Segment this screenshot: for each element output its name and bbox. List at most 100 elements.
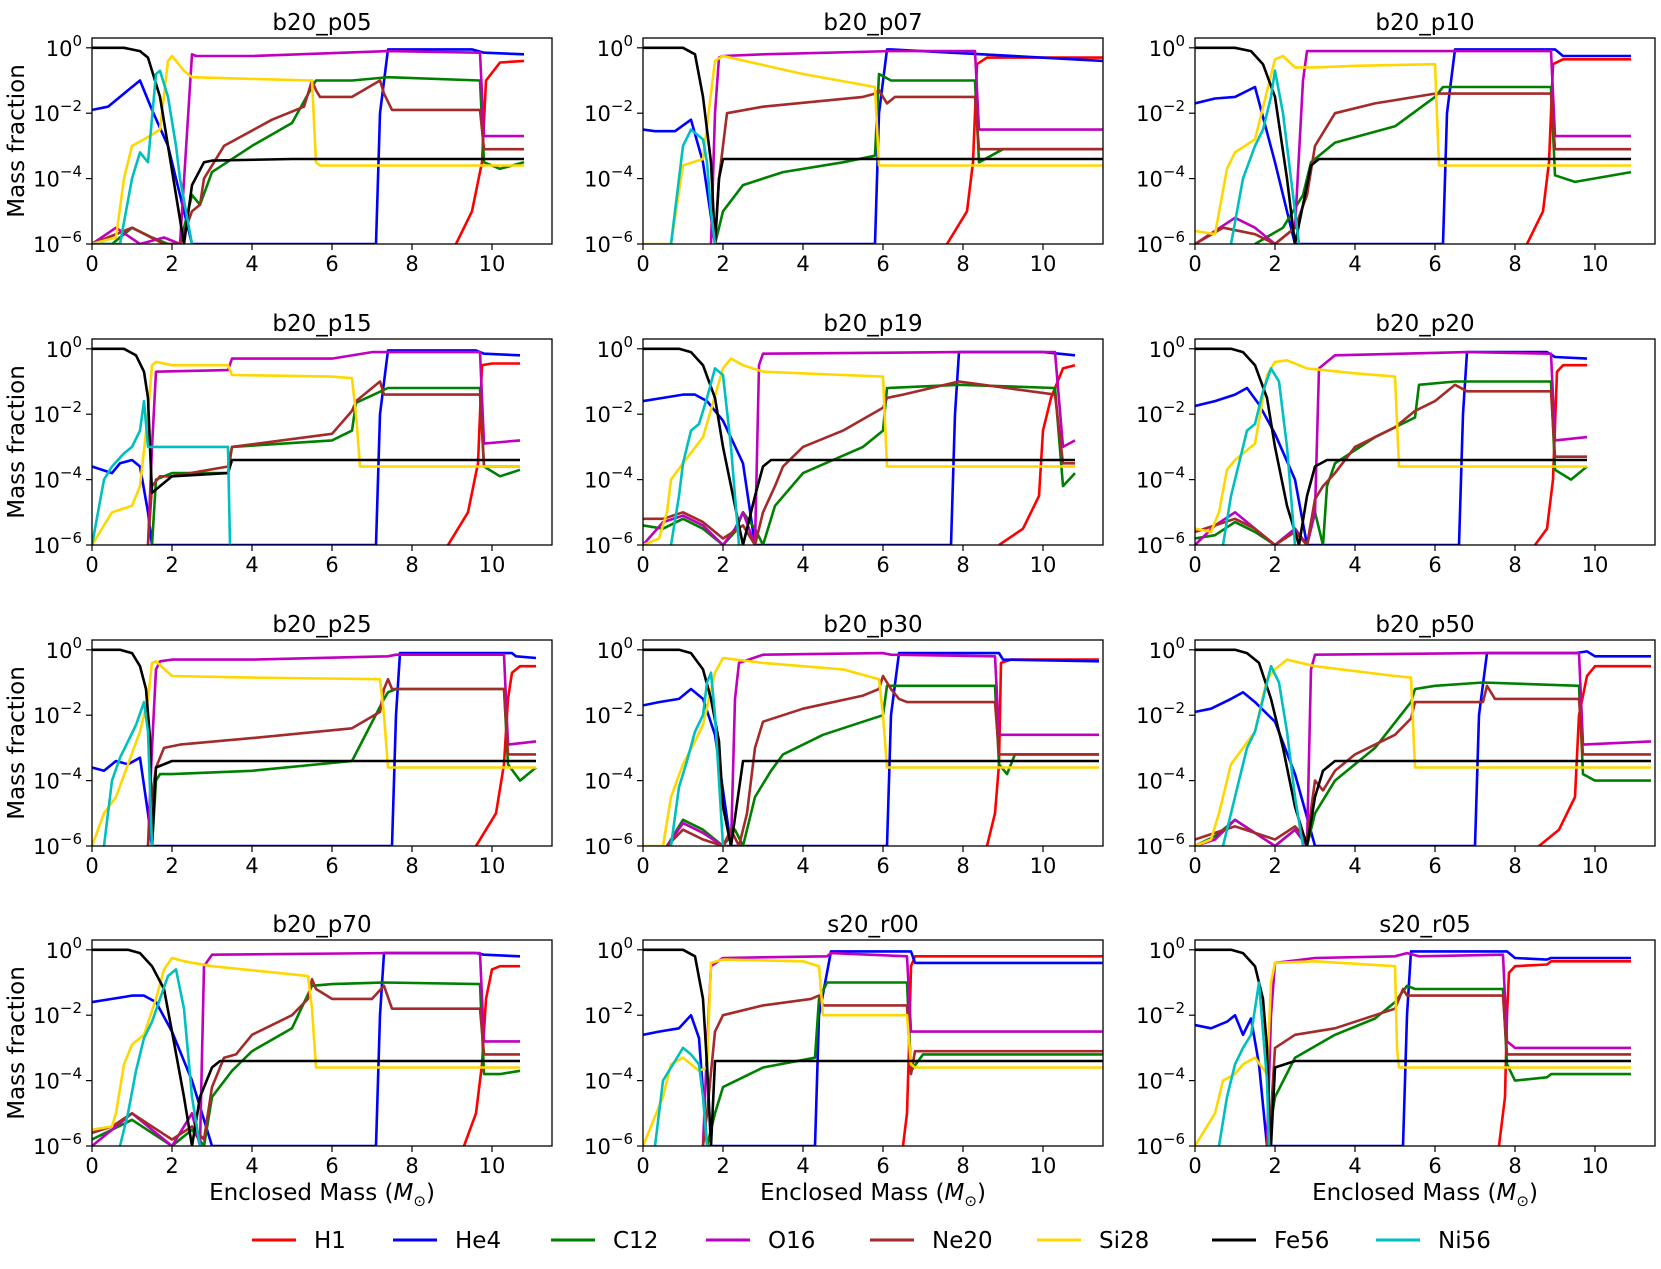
- y-tick-exponent: −2: [611, 699, 633, 717]
- series-line-O16: [1195, 651, 1652, 846]
- y-tick-label: 10−2: [33, 699, 82, 728]
- y-tick-exponent: −4: [1163, 163, 1185, 181]
- series-line-He4: [1195, 48, 1631, 244]
- y-tick-base: 10: [1136, 168, 1163, 192]
- y-tick-base: 10: [33, 102, 60, 126]
- series-line-Ne20: [1195, 684, 1651, 841]
- series-line-C12: [665, 684, 1099, 846]
- series-line-Si28: [1195, 658, 1651, 846]
- series-line-O16: [665, 651, 1099, 846]
- y-tick-label: 10−6: [33, 529, 82, 558]
- series-group: [643, 347, 1076, 545]
- subplot-title: b20_p70: [272, 912, 371, 938]
- y-tick-label: 10−2: [584, 699, 633, 728]
- series-line-Fe56: [643, 46, 1103, 244]
- series-line-He4: [92, 48, 525, 244]
- legend: H1 He4 C12 O16 Ne20 Si28 Fe56 Ni56: [252, 1228, 1491, 1254]
- axes-frame: [1194, 639, 1656, 847]
- y-tick-base: 10: [1136, 770, 1163, 794]
- x-tick-label: 0: [1188, 854, 1201, 878]
- y-tick-exponent: −4: [60, 1065, 82, 1083]
- x-tick-label: 6: [1428, 854, 1441, 878]
- y-tick-label: 10−2: [584, 398, 633, 427]
- series-group: [92, 347, 521, 545]
- y-tick-exponent: −4: [611, 1065, 633, 1083]
- series-line-Si28: [643, 656, 1099, 846]
- y-tick-label: 10−4: [1136, 765, 1185, 794]
- series-line-He4: [92, 951, 521, 1146]
- series-line-Ni56: [1221, 664, 1305, 846]
- x-tick-label: 0: [85, 1154, 98, 1178]
- x-tick-label: 8: [956, 553, 969, 577]
- axes-frame: [642, 37, 1104, 245]
- x-tick-label: 4: [1348, 553, 1361, 577]
- y-tick-exponent: −2: [60, 999, 82, 1017]
- y-tick-label: 10−4: [33, 163, 82, 192]
- x-tick-label: 2: [716, 553, 729, 577]
- series-line-O16: [1195, 49, 1631, 244]
- y-tick-label: 10−2: [33, 999, 82, 1028]
- x-tick-label: 6: [325, 854, 338, 878]
- y-tick-base: 10: [1136, 1135, 1163, 1159]
- y-tick-base: 10: [33, 770, 60, 794]
- series-line-Si28: [643, 54, 1103, 244]
- x-axis-label: Enclosed Mass (M⊙): [209, 1180, 435, 1210]
- subplot-title: b20_p19: [823, 311, 922, 337]
- y-tick-label: 100: [597, 934, 633, 963]
- y-tick-exponent: 0: [1175, 32, 1185, 50]
- x-tick-label: 8: [1508, 553, 1521, 577]
- series-group: [643, 948, 1103, 1146]
- y-tick-exponent: −2: [611, 999, 633, 1017]
- y-tick-exponent: −2: [1163, 699, 1185, 717]
- y-tick-base: 10: [46, 37, 73, 61]
- series-line-C12: [1195, 380, 1588, 545]
- series-line-O16: [92, 49, 524, 244]
- series-line-O16: [146, 350, 521, 545]
- axes-frame: [1194, 939, 1656, 1147]
- y-tick-base: 10: [1136, 403, 1163, 427]
- x-tick-label: 4: [796, 252, 809, 276]
- x-tick-label: 8: [956, 854, 969, 878]
- series-line-C12: [92, 75, 525, 244]
- series-line-O16: [146, 653, 537, 846]
- legend-label-Fe56: Fe56: [1274, 1228, 1329, 1254]
- series-line-H1: [462, 964, 520, 1146]
- y-tick-base: 10: [1136, 102, 1163, 126]
- series-line-Ne20: [146, 677, 536, 846]
- y-tick-base: 10: [1136, 835, 1163, 859]
- y-tick-base: 10: [584, 1070, 611, 1094]
- x-tick-label: 10: [1030, 1154, 1057, 1178]
- series-line-Fe56: [92, 648, 536, 846]
- series-line-Si28: [643, 357, 1075, 545]
- series-line-He4: [1195, 950, 1631, 1146]
- x-tick-label: 10: [1030, 854, 1057, 878]
- x-tick-label: 4: [245, 252, 258, 276]
- y-tick-label: 100: [46, 333, 82, 362]
- y-tick-base: 10: [584, 1135, 611, 1159]
- series-group: [643, 648, 1100, 846]
- x-tick-label: 0: [636, 854, 649, 878]
- y-tick-base: 10: [584, 102, 611, 126]
- y-tick-label: 10−6: [584, 228, 633, 257]
- x-tick-label: 4: [796, 553, 809, 577]
- x-tick-label: 8: [1508, 1154, 1521, 1178]
- series-line-C12: [1265, 984, 1631, 1146]
- y-tick-label: 100: [1149, 634, 1185, 663]
- series-line-He4: [643, 651, 1100, 846]
- series-line-H1: [985, 658, 1099, 846]
- x-tick-label: 2: [1268, 1154, 1281, 1178]
- y-tick-label: 10−6: [584, 1130, 633, 1159]
- y-tick-exponent: −6: [611, 830, 633, 848]
- series-line-Fe56: [643, 948, 1103, 1146]
- x-tick-label: 2: [716, 854, 729, 878]
- series-group: [1195, 948, 1631, 1146]
- y-tick-label: 100: [597, 634, 633, 663]
- y-tick-base: 10: [1136, 1070, 1163, 1094]
- x-tick-label: 10: [479, 1154, 506, 1178]
- y-tick-label: 100: [1149, 333, 1185, 362]
- series-line-Ne20: [1265, 987, 1631, 1146]
- x-tick-label: 8: [956, 252, 969, 276]
- x-tick-label: 10: [1582, 854, 1609, 878]
- y-tick-exponent: −6: [611, 228, 633, 246]
